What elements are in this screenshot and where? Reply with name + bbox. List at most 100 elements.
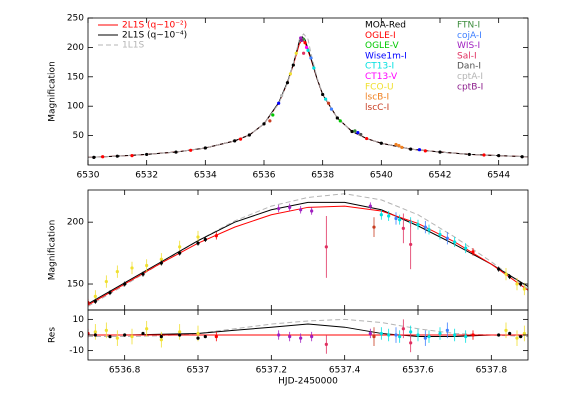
legend-label: 2L1S (q~10⁻⁴) [122,31,187,41]
y-tick-label: -10 [69,346,84,356]
data-point [379,331,383,336]
x-tick-label: 6537.6 [402,366,434,376]
data-point [309,56,313,60]
data-point [288,72,292,76]
data-point [174,150,178,154]
data-point [196,235,200,239]
data-point [416,223,420,227]
data-point [397,143,401,148]
legend-label: 1L1S [122,41,144,51]
data-point [353,129,357,133]
data-point [141,331,145,336]
x-tick-label: 6536.8 [109,366,141,376]
legend-label: Sal-I [457,51,477,61]
x-tick-label: 6537 [187,366,210,376]
data-point [104,328,108,332]
data-point [379,141,383,145]
data-point [365,136,369,141]
legend-label: lscC-I [365,103,389,113]
data-point [123,282,127,286]
data-point [416,333,420,337]
data-point [115,336,119,340]
x-axis-label: HJD-2450000 [278,377,338,387]
data-point [445,328,449,332]
data-point [471,250,475,254]
data-point [233,139,237,143]
legend-label: MOA-Red [365,21,406,31]
data-point [423,225,427,229]
data-point [372,334,376,339]
x-tick-label: 6538 [311,171,334,181]
data-point [277,206,281,211]
data-point [310,209,314,213]
data-point [471,333,475,337]
y-tick-label: 200 [67,43,84,53]
y-tick-label: 50 [73,131,85,141]
model-line [88,205,528,306]
data-point [302,51,306,55]
data-point [394,142,398,147]
data-point [398,334,402,339]
data-point [280,94,284,98]
data-point [178,333,182,337]
data-point [178,245,182,249]
data-point [368,204,372,208]
data-point [196,241,200,245]
y-tick-label: 150 [67,72,84,82]
data-point [306,48,310,52]
data-point [368,331,372,336]
model-line [88,193,528,307]
y-tick-label: 100 [67,102,84,112]
data-point [247,133,251,137]
data-point [409,147,413,151]
data-point [159,334,163,339]
data-point [178,251,182,255]
data-point [519,282,523,286]
data-point [159,261,163,265]
data-point [515,336,519,340]
data-point [93,299,97,303]
data-point [214,334,218,339]
data-point [104,279,108,284]
data-point [324,97,328,101]
data-point [196,336,200,340]
data-point [438,232,442,237]
data-point [497,267,501,271]
y-axis-label: Res [48,327,58,343]
data-point [508,331,512,336]
data-point [203,146,207,150]
data-point [203,237,207,242]
data-point [338,119,342,123]
data-point [303,41,307,45]
data-point [178,330,182,334]
data-point [497,333,501,337]
data-point [427,227,431,232]
legend-label: cojA-I [457,31,482,41]
data-point [387,333,391,337]
data-point [400,145,404,149]
data-point [356,131,360,135]
data-point [277,333,281,337]
data-point [394,216,398,221]
data-point [214,234,218,238]
data-point [312,66,316,70]
data-point [294,51,298,55]
x-tick-label: 6534 [194,171,217,181]
data-point [379,213,383,217]
x-tick-label: 6530 [77,171,100,181]
data-point [467,152,471,157]
plot-frame [87,189,529,311]
data-point [299,336,303,340]
data-point [130,266,134,270]
data-point [93,294,97,298]
data-point [329,107,334,111]
legend-label: CT13-V [365,72,398,82]
legend-label: Dan-I [457,62,481,72]
data-point [394,333,398,337]
data-point [504,272,508,276]
plot-area [88,33,528,159]
x-tick-label: 6532 [135,171,158,181]
x-tick-label: 6542 [429,171,452,181]
data-point [189,148,193,152]
data-point [304,45,309,50]
